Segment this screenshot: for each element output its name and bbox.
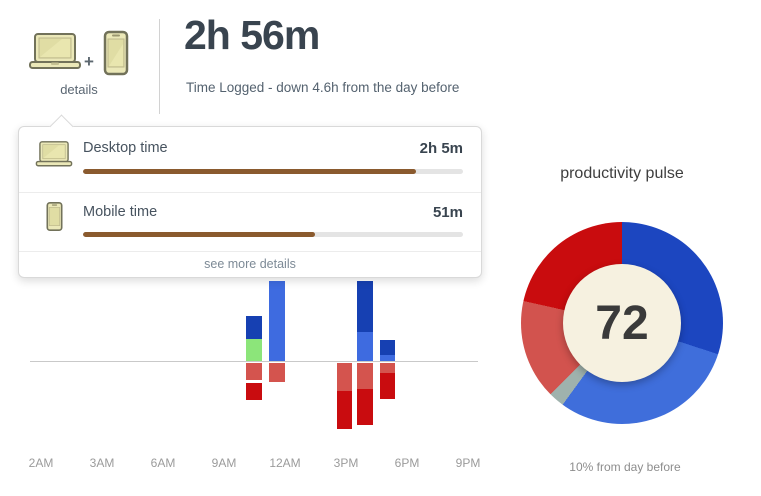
- laptop-icon: [29, 33, 81, 69]
- bar-segment-productive: [357, 332, 373, 361]
- device-details-toggle[interactable]: +: [24, 28, 139, 100]
- x-axis-label: 6AM: [150, 456, 176, 470]
- bar-segment-very_productive: [246, 316, 262, 339]
- bar-segment-distracting: [357, 363, 373, 389]
- device-time-popover: Desktop time 2h 5m Mobile time 51m see m…: [18, 114, 482, 278]
- mobile-time-value: 51m: [432, 204, 463, 221]
- bar-segment-very_productive: [357, 281, 373, 332]
- x-axis-label: 6PM: [394, 456, 420, 470]
- header-divider: [159, 19, 160, 114]
- details-label[interactable]: details: [60, 82, 98, 97]
- bar-segment-distracting: [337, 363, 352, 391]
- desktop-time-row: Desktop time 2h 5m: [19, 127, 481, 193]
- bar-segment-productive: [380, 355, 395, 361]
- pulse-center-circle: 72: [563, 264, 681, 382]
- bar-segment-distracting: [380, 363, 395, 373]
- laptop-icon: [35, 141, 73, 167]
- bar-segment-distracting: [269, 363, 285, 382]
- x-axis-label: 12AM: [269, 456, 301, 470]
- time-logged-value: 2h 56m: [184, 12, 320, 58]
- productivity-pulse-title: productivity pulse: [560, 165, 684, 182]
- pulse-caption: 10% from day before: [569, 460, 681, 474]
- productivity-pulse-donut: 72: [521, 222, 723, 424]
- desktop-time-label: Desktop time: [83, 140, 168, 156]
- pulse-score: 72: [595, 296, 649, 350]
- bar-segment-neutral_green: [246, 339, 262, 361]
- x-axis-label: 3PM: [333, 456, 359, 470]
- mobile-time-label: Mobile time: [83, 204, 158, 220]
- x-axis-label: 3AM: [89, 456, 115, 470]
- x-axis-label: 9AM: [211, 456, 237, 470]
- mobile-time-row: Mobile time 51m: [19, 193, 481, 252]
- mobile-time-progress: [83, 232, 463, 237]
- x-axis-label: 2AM: [28, 456, 54, 470]
- phone-icon: [103, 30, 129, 76]
- x-axis-label: 9PM: [455, 456, 481, 470]
- bar-segment-very_distracting: [337, 391, 352, 429]
- bar-segment-very_distracting: [380, 373, 395, 399]
- time-logged-bar-chart: 2AM 3AM 6AM 9AM 12AM 3PM 6PM 9PM: [20, 270, 500, 485]
- bar-segment-very_productive: [380, 340, 395, 355]
- see-more-details-link[interactable]: see more details: [204, 257, 296, 271]
- bar-segment-distracting: [246, 363, 262, 380]
- bar-segment-productive: [269, 281, 285, 361]
- desktop-time-value: 2h 5m: [419, 140, 463, 157]
- time-logged-subtitle: Time Logged - down 4.6h from the day bef…: [186, 80, 460, 95]
- bar-segment-very_distracting: [357, 389, 373, 425]
- desktop-time-progress: [83, 169, 463, 174]
- plus-icon: +: [84, 52, 94, 71]
- x-axis-line: [30, 361, 478, 362]
- bar-segment-very_distracting: [246, 383, 262, 400]
- phone-icon: [46, 201, 63, 232]
